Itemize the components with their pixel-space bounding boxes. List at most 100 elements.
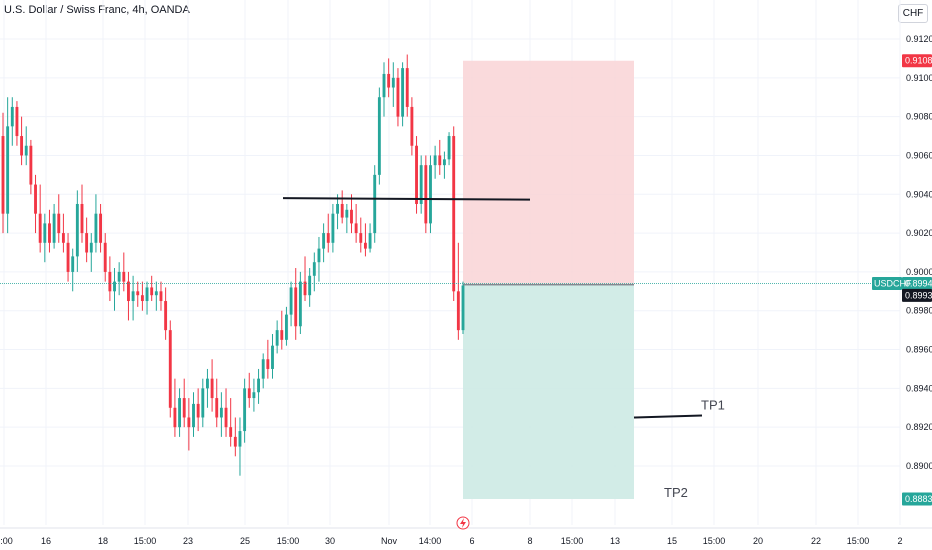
candle-body [24, 145, 28, 156]
candle-body [447, 136, 451, 160]
candle [271, 334, 274, 379]
tp2-label: TP2 [664, 485, 688, 500]
candle-body [247, 388, 251, 399]
candle [117, 262, 121, 296]
candle-body [289, 287, 293, 315]
chart-grid [0, 0, 901, 525]
candle [224, 388, 228, 437]
candle-body [224, 407, 228, 428]
candle [122, 252, 126, 292]
candle [433, 145, 437, 179]
lightning-glyph [460, 518, 466, 528]
candle-body [452, 136, 456, 292]
stop-price-badge-bg [902, 54, 932, 68]
candle [308, 268, 312, 307]
candle [154, 281, 158, 311]
candle [159, 281, 163, 311]
x-tick-label: 23 [183, 536, 193, 546]
candle [29, 139, 33, 195]
candle-body [113, 281, 116, 292]
candle [34, 174, 37, 234]
candle [192, 392, 195, 437]
price-badges: 0.91088 0.899400.89934 0.88830 USDCHF [872, 54, 932, 506]
drawn-lines [0, 197, 900, 419]
x-tick-label: 16 [41, 536, 51, 546]
candle [71, 248, 75, 292]
candle [6, 97, 10, 234]
candle-body [164, 301, 168, 331]
candle [415, 136, 418, 214]
candle [438, 139, 442, 175]
candle [15, 101, 19, 146]
candle-body [266, 359, 270, 369]
candle [24, 126, 28, 166]
annotations: TP1 TP2 [456, 398, 725, 530]
symbol-tag-bg [872, 277, 902, 291]
candle-body [85, 233, 89, 253]
candle-body [284, 314, 288, 340]
candle [419, 155, 423, 214]
candle-body [80, 203, 84, 234]
x-tick-label: 13 [610, 536, 620, 546]
candle-body [52, 213, 56, 243]
x-tick-label: 15:00 [134, 536, 157, 546]
candle [247, 372, 251, 408]
candle-body [215, 398, 219, 418]
candle [336, 194, 339, 230]
stop-loss-zone [463, 60, 634, 285]
candle-body [57, 213, 61, 234]
target-price-badge-bg [902, 492, 932, 506]
candle [387, 58, 391, 98]
candle-body [456, 291, 460, 331]
candle [243, 378, 247, 443]
candle [196, 388, 200, 432]
candle [140, 281, 144, 311]
candle [178, 388, 182, 437]
candle [401, 62, 405, 127]
candle [43, 213, 47, 263]
currency-selector[interactable]: CHF [898, 4, 928, 23]
candle [424, 155, 428, 234]
x-tick-label: 25 [240, 536, 250, 546]
candle [456, 242, 460, 340]
candle [326, 213, 330, 253]
candle-body [131, 291, 135, 302]
candle [20, 116, 24, 166]
candle [368, 223, 372, 253]
candle-body [391, 77, 395, 88]
candle-body [210, 378, 214, 399]
candle-body [331, 213, 335, 243]
marked-level-line [282, 197, 531, 201]
candle [289, 281, 293, 327]
candle-body [20, 136, 24, 156]
candle [345, 203, 349, 234]
candle-body [145, 287, 149, 302]
candle-body [29, 145, 33, 185]
candle-body [396, 77, 400, 117]
candle [66, 233, 70, 282]
candle-body [387, 73, 391, 88]
candle [201, 378, 205, 428]
time-axis[interactable]: 5:00 16 18 15:00 23 25 15:00 30 Nov 14:00 6 8 15:00 1… [0, 527, 932, 546]
candle-body [345, 209, 349, 218]
candle-body [368, 233, 372, 249]
candle-body [261, 359, 265, 379]
candle [405, 54, 409, 117]
candle [340, 190, 344, 224]
candle [108, 256, 112, 302]
candle-body [461, 285, 465, 331]
candle-body [140, 295, 144, 302]
candle [331, 203, 335, 253]
candle [461, 281, 465, 335]
candle-body [373, 174, 377, 234]
target-price-badge-text: 0.88830 [905, 494, 932, 504]
x-tick-label: 2 [897, 536, 902, 546]
candle-body [38, 213, 42, 243]
